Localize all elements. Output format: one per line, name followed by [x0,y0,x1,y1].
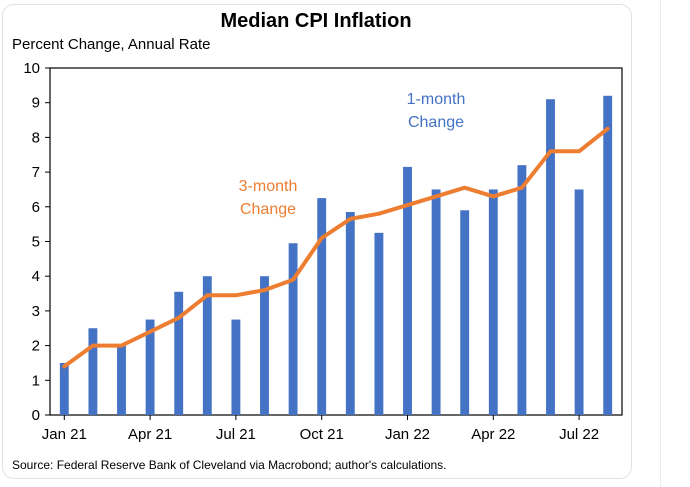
bar-1-month [260,276,269,415]
y-tick-label: 7 [32,164,40,181]
chart-subtitle: Percent Change, Annual Rate [12,36,210,53]
bar-1-month [231,319,241,415]
bar-1-month [174,291,184,415]
x-tick-label: Jul 21 [216,426,256,443]
bar-1-month [202,276,212,415]
bar-1-month [574,189,584,415]
x-tick-label: Jan 21 [42,426,87,443]
chart-title: Median CPI Inflation [220,10,411,32]
bar-1-month [345,212,355,415]
x-tick-label: Apr 22 [471,426,515,443]
x-tick-label: Jan 22 [385,426,430,443]
bar-1-month [374,232,384,415]
x-tick-label: Jul 22 [559,426,599,443]
x-axis: Jan 21 Apr 21 Jul 21 Oct 21 Jan 22 Apr 22 Jul … [42,415,599,443]
y-tick-label: 1 [32,372,40,389]
bar-1-month [88,328,98,415]
y-tick-label: 4 [32,268,40,285]
y-tick-label: 2 [32,338,40,355]
bar-1-month [460,210,470,415]
y-axis: 0 1 2 3 4 5 6 7 8 9 10 [23,60,50,424]
source-note: Source: Federal Reserve Bank of Clevelan… [12,458,447,472]
y-tick-label: 0 [32,407,40,424]
plot-area [49,67,623,416]
y-tick-label: 6 [32,199,40,216]
bar-1-month [431,189,441,415]
bar-1-month [317,198,327,415]
y-tick-label: 3 [32,303,40,320]
y-tick-label: 9 [32,95,40,112]
bar-1-month [59,362,69,415]
annotation-1-month-line2: Change [408,114,464,131]
annotation-3-month-line1: 3-month [239,178,298,195]
bar-1-month [517,165,527,415]
annotation-3-month-line2: Change [240,201,296,218]
bar-1-month [488,189,498,415]
line-3-month [62,126,610,369]
bar-1-month [546,99,555,415]
line-series-3-month [62,126,610,369]
annotation-1-month-line1: 1-month [407,91,466,108]
panel-divider [660,0,661,487]
bar-1-month [403,166,412,415]
x-tick-label: Apr 21 [128,426,172,443]
bar-series-1-month [59,95,613,415]
y-tick-label: 5 [32,234,40,251]
x-tick-label: Oct 21 [300,426,344,443]
bar-1-month [603,95,613,415]
y-tick-label: 8 [32,129,40,146]
y-tick-label: 10 [23,60,40,77]
bar-1-month [117,345,126,415]
bar-1-month [145,319,155,415]
bar-1-month [288,243,298,415]
